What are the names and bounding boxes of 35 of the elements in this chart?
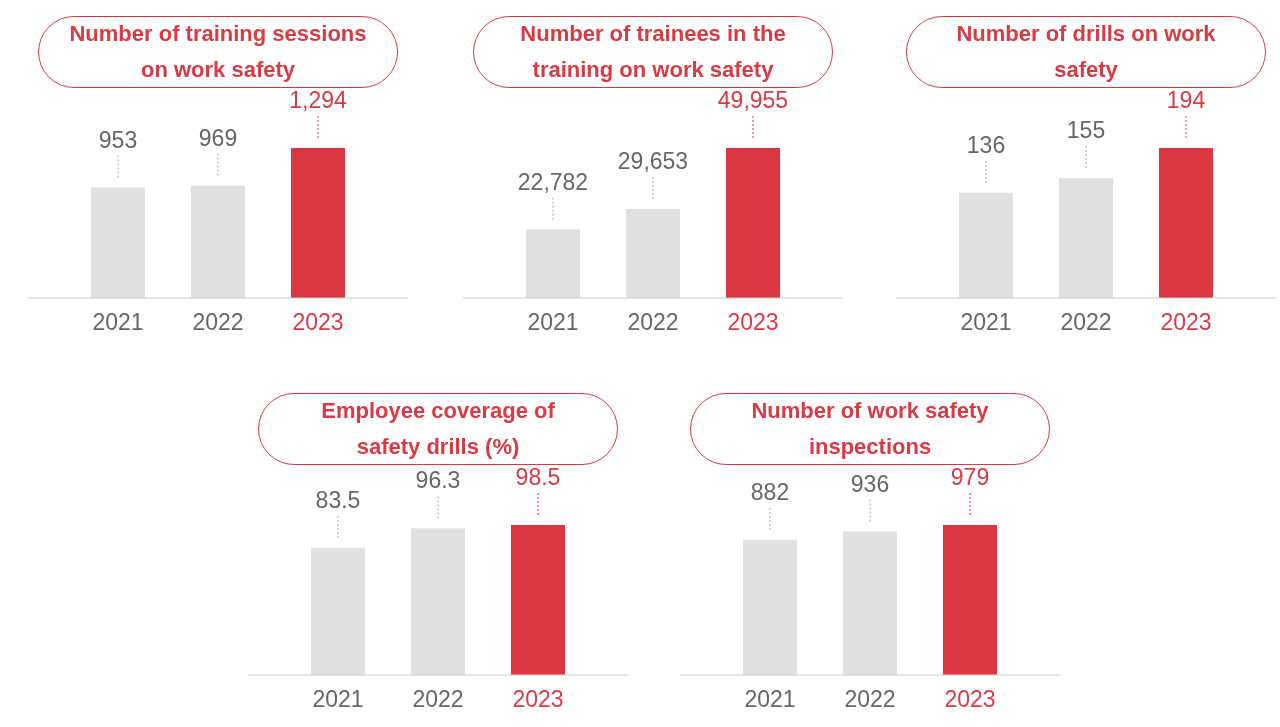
x-tick-label: 2021 [527, 309, 579, 335]
data-label: 882 [750, 478, 790, 505]
x-tick-label: 2023 [1160, 309, 1212, 335]
data-label: 936 [850, 470, 890, 497]
x-tick-label: 2023 [292, 309, 344, 335]
x-tick-label: 2022 [627, 309, 679, 335]
x-tick-label: 2023 [512, 686, 564, 712]
data-label: 969 [198, 124, 238, 151]
data-label: 1,294 [289, 87, 347, 113]
chart-title: Employee coverage of safety drills (%) [258, 393, 618, 465]
chart-title: Number of training sessions on work safety [38, 16, 398, 88]
x-tick-label: 2021 [744, 686, 796, 712]
data-label: 155 [1066, 117, 1106, 144]
x-tick-label: 2023 [727, 309, 779, 335]
data-label: 96.3 [415, 467, 461, 494]
x-tick-label: 2022 [192, 309, 244, 335]
x-tick-label: 2021 [960, 309, 1012, 335]
chart-title: Number of work safety inspections [690, 393, 1050, 465]
data-label: 979 [950, 464, 990, 490]
x-tick-label: 2022 [412, 686, 464, 712]
x-tick-label: 2023 [944, 686, 996, 712]
data-label: 98.5 [515, 464, 561, 490]
data-label: 22,782 [517, 168, 589, 195]
chart-title: Number of drills on work safety [906, 16, 1266, 88]
data-label: 194 [1166, 87, 1206, 113]
data-label: 953 [98, 126, 138, 153]
data-label: 136 [966, 131, 1006, 158]
x-tick-label: 2022 [1060, 309, 1112, 335]
x-tick-label: 2021 [312, 686, 364, 712]
x-tick-label: 2022 [844, 686, 896, 712]
data-label: 83.5 [315, 486, 361, 513]
data-label: 29,653 [617, 147, 689, 174]
x-tick-label: 2021 [92, 309, 144, 335]
chart-title: Number of trainees in the training on work safety [473, 16, 833, 88]
data-label: 49,955 [717, 87, 789, 113]
